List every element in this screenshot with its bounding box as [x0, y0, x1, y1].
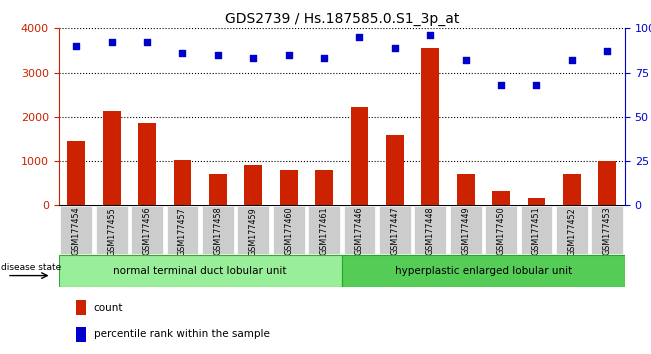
Bar [527, 198, 546, 205]
Text: GSM177458: GSM177458 [214, 207, 223, 256]
Bar [598, 161, 616, 205]
Text: GSM177455: GSM177455 [107, 207, 116, 256]
Text: GSM177459: GSM177459 [249, 207, 258, 256]
Bar [174, 160, 191, 205]
Bar [61, 206, 92, 255]
Bar [386, 135, 404, 205]
Bar [591, 206, 623, 255]
Bar [308, 206, 340, 255]
Text: disease state: disease state [1, 263, 61, 272]
Point [566, 57, 577, 63]
Text: GSM177457: GSM177457 [178, 207, 187, 256]
Bar [421, 48, 439, 205]
Text: GSM177448: GSM177448 [426, 207, 435, 255]
Point [496, 82, 506, 88]
Text: percentile rank within the sample: percentile rank within the sample [94, 330, 270, 339]
Text: count: count [94, 303, 123, 313]
Bar [379, 206, 411, 255]
Bar [414, 206, 446, 255]
Bar [342, 255, 625, 287]
Bar [68, 141, 85, 205]
Bar [76, 300, 86, 315]
Bar [344, 206, 376, 255]
Bar [244, 165, 262, 205]
Text: hyperplastic enlarged lobular unit: hyperplastic enlarged lobular unit [395, 266, 572, 276]
Bar [315, 170, 333, 205]
Point [283, 52, 294, 58]
Bar [96, 206, 128, 255]
Text: GSM177453: GSM177453 [603, 207, 612, 256]
Text: GSM177446: GSM177446 [355, 207, 364, 255]
Point [71, 43, 81, 49]
Bar [59, 255, 342, 287]
Point [531, 82, 542, 88]
Bar [485, 206, 517, 255]
Text: GSM177460: GSM177460 [284, 207, 293, 255]
Point [213, 52, 223, 58]
Bar [103, 111, 120, 205]
Point [107, 40, 117, 45]
Bar [556, 206, 588, 255]
Point [142, 40, 152, 45]
Point [460, 57, 471, 63]
Bar [167, 206, 199, 255]
Point [602, 48, 613, 54]
Text: GSM177450: GSM177450 [497, 207, 506, 256]
Bar [202, 206, 234, 255]
Text: GSM177452: GSM177452 [568, 207, 576, 256]
Bar [280, 170, 298, 205]
Bar [563, 175, 581, 205]
Bar [238, 206, 270, 255]
Bar [457, 175, 475, 205]
Bar [209, 175, 227, 205]
Point [354, 34, 365, 40]
Bar [138, 122, 156, 205]
Bar [351, 107, 368, 205]
Bar [450, 206, 482, 255]
Text: normal terminal duct lobular unit: normal terminal duct lobular unit [113, 266, 287, 276]
Text: GSM177449: GSM177449 [461, 207, 470, 256]
Text: GSM177456: GSM177456 [143, 207, 152, 256]
Text: GSM177447: GSM177447 [391, 207, 399, 256]
Bar [273, 206, 305, 255]
Text: GSM177454: GSM177454 [72, 207, 81, 256]
Point [319, 56, 329, 61]
Title: GDS2739 / Hs.187585.0.S1_3p_at: GDS2739 / Hs.187585.0.S1_3p_at [225, 12, 459, 26]
Bar [76, 327, 86, 342]
Point [390, 45, 400, 51]
Bar [521, 206, 553, 255]
Point [248, 56, 258, 61]
Point [425, 33, 436, 38]
Point [177, 50, 187, 56]
Text: GSM177451: GSM177451 [532, 207, 541, 256]
Bar [131, 206, 163, 255]
Text: GSM177461: GSM177461 [320, 207, 329, 255]
Bar [492, 191, 510, 205]
